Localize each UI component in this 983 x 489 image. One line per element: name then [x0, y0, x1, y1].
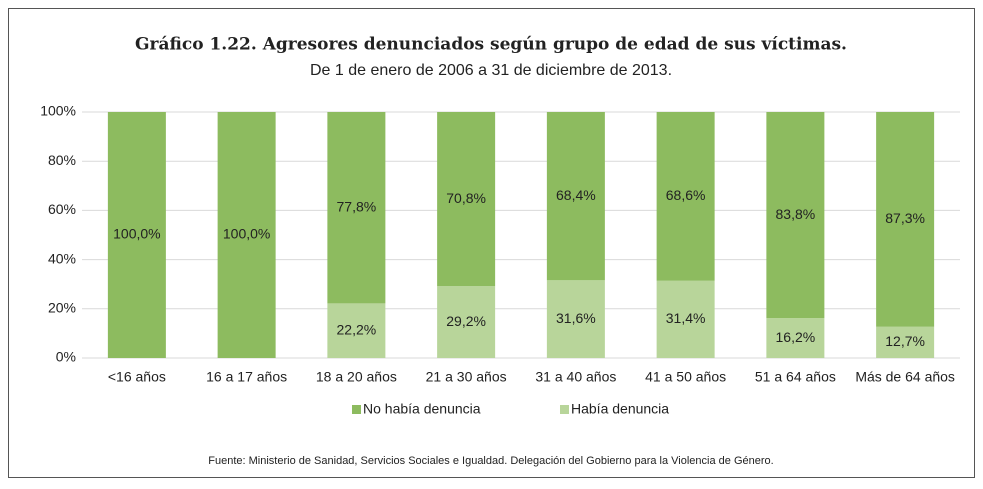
bar-segment	[656, 112, 715, 281]
frame	[8, 8, 975, 478]
x-tick-label: 31 a 40 años	[535, 369, 616, 385]
value-label: 70,8%	[446, 190, 486, 206]
value-label: 100,0%	[113, 226, 160, 242]
value-label: 16,2%	[776, 329, 816, 345]
x-tick-label: 18 a 20 años	[316, 369, 397, 385]
x-tick-label: 51 a 64 años	[755, 369, 836, 385]
y-tick-label: 0%	[56, 349, 76, 365]
legend-label: Había denuncia	[571, 401, 669, 417]
bar-segment	[327, 112, 386, 304]
source-note: Fuente: Ministerio de Sanidad, Servicios…	[208, 455, 773, 467]
value-label: 31,4%	[666, 310, 706, 326]
y-tick-label: 40%	[48, 250, 76, 266]
legend-label: No había denuncia	[363, 401, 481, 417]
value-label: 22,2%	[337, 321, 377, 337]
legend-swatch	[352, 405, 361, 414]
value-label: 83,8%	[776, 206, 816, 222]
bar-segment	[217, 112, 276, 358]
value-label: 87,3%	[885, 210, 925, 226]
value-label: 29,2%	[446, 313, 486, 329]
bar-segment	[107, 112, 166, 358]
y-tick-label: 20%	[48, 300, 76, 316]
chart-title: Gráfico 1.22. Agresores denunciados segú…	[135, 35, 847, 55]
bar-segment	[876, 326, 935, 358]
y-tick-label: 100%	[40, 103, 76, 119]
bar-segment	[876, 112, 935, 327]
value-label: 31,6%	[556, 310, 596, 326]
bar-segment	[766, 318, 825, 358]
bar-segment	[437, 286, 496, 358]
x-tick-label: <16 años	[108, 369, 166, 385]
bar-segment	[546, 280, 605, 358]
value-label: 68,4%	[556, 187, 596, 203]
x-tick-label: Más de 64 años	[855, 369, 955, 385]
value-label: 68,6%	[666, 187, 706, 203]
x-tick-label: 41 a 50 años	[645, 369, 726, 385]
bar-segment	[327, 303, 386, 358]
value-label: 12,7%	[885, 333, 925, 349]
x-tick-label: 16 a 17 años	[206, 369, 287, 385]
bar-segment	[546, 112, 605, 281]
bar-segment	[656, 280, 715, 358]
chart-subtitle: De 1 de enero de 2006 a 31 de diciembre …	[310, 62, 672, 79]
value-label: 77,8%	[337, 198, 377, 214]
bar-segment	[766, 112, 825, 319]
y-tick-label: 60%	[48, 201, 76, 217]
x-tick-label: 21 a 30 años	[426, 369, 507, 385]
legend-swatch	[560, 405, 569, 414]
bar-segment	[437, 112, 496, 287]
y-tick-label: 80%	[48, 152, 76, 168]
value-label: 100,0%	[223, 226, 270, 242]
